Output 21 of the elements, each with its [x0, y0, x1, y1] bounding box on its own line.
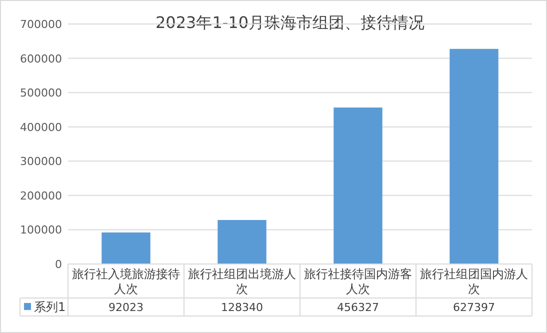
bar	[218, 220, 266, 264]
y-tick-label: 200000	[20, 189, 62, 202]
y-tick-label: 600000	[20, 52, 62, 66]
x-tick-label: 旅行社入境旅游接待人次	[72, 267, 180, 296]
x-tick-label: 旅行社组团出境游人次	[188, 267, 296, 296]
y-tick-label: 0	[55, 258, 62, 271]
y-tick-label: 700000	[20, 18, 62, 31]
x-tick-label: 旅行社组团国内游人次	[420, 267, 528, 296]
data-label: 92023	[108, 301, 144, 314]
data-label: 627397	[453, 301, 495, 314]
x-tick-label: 旅行社接待国内游客人次	[304, 267, 412, 296]
bar	[334, 108, 382, 264]
data-label: 128340	[221, 301, 263, 314]
y-tick-label: 100000	[20, 224, 62, 237]
bar	[450, 48, 498, 264]
bar	[102, 232, 150, 264]
data-label: 456327	[337, 301, 379, 314]
y-tick-label: 500000	[20, 86, 62, 100]
y-tick-label: 300000	[20, 155, 62, 168]
y-tick-label: 400000	[20, 120, 62, 134]
legend-label: 系列1	[34, 300, 66, 314]
